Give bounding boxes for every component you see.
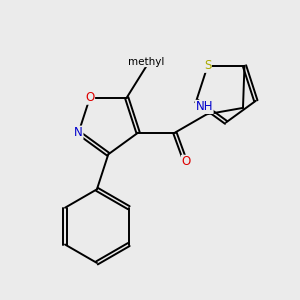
Text: O: O — [182, 155, 191, 168]
Text: O: O — [85, 91, 94, 104]
Text: methyl: methyl — [128, 57, 164, 67]
Text: NH: NH — [196, 100, 213, 113]
Text: N: N — [74, 126, 83, 139]
Text: S: S — [204, 59, 211, 72]
